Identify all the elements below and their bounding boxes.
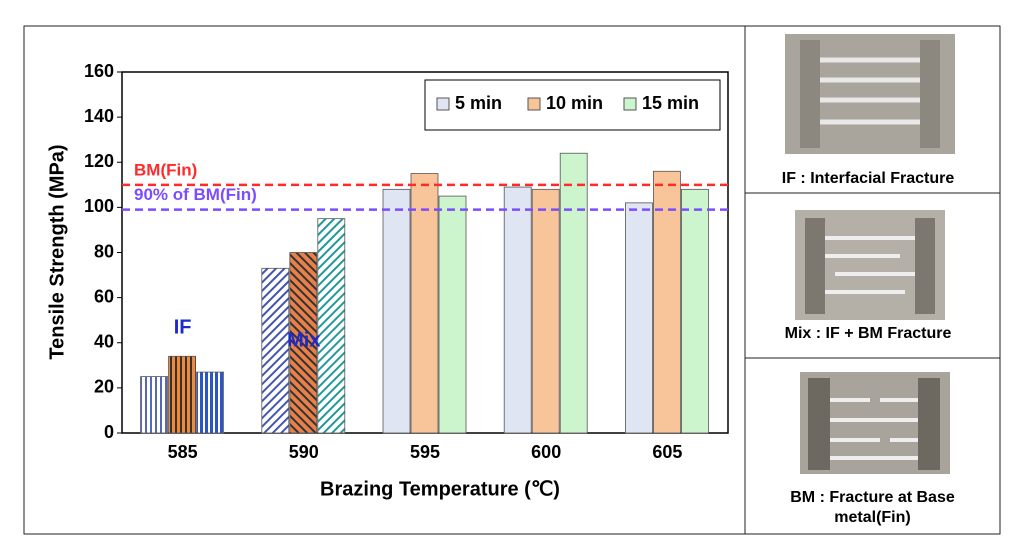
annotation: IF <box>174 316 192 338</box>
photo <box>795 210 945 320</box>
y-tick-label: 160 <box>84 61 114 81</box>
y-tick-label: 0 <box>104 422 114 442</box>
panel-caption: Mix : IF + BM Fracture <box>785 325 952 342</box>
bar <box>653 170 681 434</box>
y-tick-label: 100 <box>84 196 114 216</box>
legend-box <box>424 79 721 131</box>
x-tick-label: 595 <box>410 442 440 462</box>
bar <box>438 195 467 434</box>
panel-caption-box: BM : Fracture at Base metal(Fin) <box>790 489 955 526</box>
y-tick-label: 60 <box>94 286 114 306</box>
photo <box>800 372 950 474</box>
legend-swatch <box>436 97 450 111</box>
x-tick-label: 585 <box>168 442 198 462</box>
bar <box>168 355 197 434</box>
reference-label: BM(Fin) <box>134 160 197 179</box>
annotation: Mix <box>287 329 320 351</box>
bar <box>410 173 439 434</box>
bar <box>531 188 560 434</box>
bar <box>559 152 588 434</box>
bar <box>261 267 290 434</box>
bar <box>625 202 653 434</box>
panel-caption: IF : Interfacial Fracture <box>782 170 955 187</box>
legend-label: 10 min <box>546 93 603 113</box>
y-axis-label: Tensile Strength (MPa) <box>46 144 68 359</box>
outer-frame <box>23 25 1001 535</box>
y-tick-label: 120 <box>84 151 114 171</box>
x-tick-label: 605 <box>652 442 682 462</box>
y-tick-label: 40 <box>94 332 114 352</box>
bar <box>140 376 169 434</box>
legend-swatch <box>527 97 541 111</box>
x-tick-label: 590 <box>289 442 319 462</box>
bar <box>289 252 318 434</box>
legend-label: 15 min <box>642 93 699 113</box>
x-axis-label: Brazing Temperature (℃) <box>320 478 560 500</box>
y-tick-label: 80 <box>94 241 114 261</box>
y-tick-label: 20 <box>94 377 114 397</box>
bar <box>681 188 709 434</box>
y-tick-label: 140 <box>84 106 114 126</box>
x-tick-label: 600 <box>531 442 561 462</box>
panel-caption: BM : Fracture at Base metal(Fin) <box>790 489 955 526</box>
bar <box>317 218 346 434</box>
legend-swatch <box>623 97 637 111</box>
photo <box>785 34 955 154</box>
bar <box>196 371 225 434</box>
bar <box>503 186 532 434</box>
legend-label: 5 min <box>455 93 502 113</box>
bar <box>382 188 411 434</box>
reference-label: 90% of BM(Fin) <box>134 185 257 204</box>
